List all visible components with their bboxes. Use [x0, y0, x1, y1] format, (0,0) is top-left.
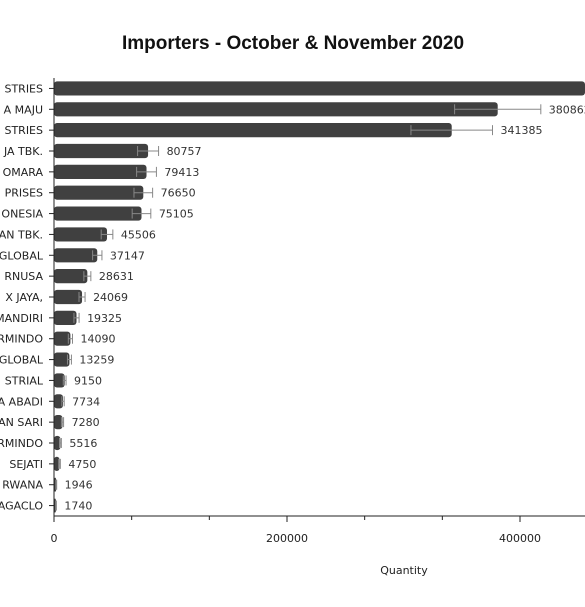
value-label: 76650 [161, 187, 196, 200]
value-label: 7734 [72, 395, 100, 408]
bar [54, 81, 585, 96]
category-label: MANDIRI [0, 312, 43, 325]
bar [54, 394, 64, 409]
bar [54, 206, 142, 221]
category-label: GLOBAL [0, 249, 44, 262]
bar [54, 102, 498, 117]
value-label: 7280 [72, 416, 100, 429]
value-label: 341385 [500, 124, 542, 137]
value-label: 80757 [167, 145, 202, 158]
value-label: 9150 [74, 374, 102, 387]
category-label: AN TBK. [0, 228, 43, 241]
x-axis-label: Quantity [380, 564, 428, 577]
bar [54, 248, 98, 263]
category-label: RMINDO [0, 437, 43, 450]
value-label: 1740 [64, 500, 92, 513]
value-label: 1946 [65, 479, 93, 492]
category-label: RNUSA [4, 270, 43, 283]
value-label: 19325 [87, 312, 122, 325]
x-tick-label: 0 [51, 532, 58, 545]
value-label: 75105 [159, 208, 194, 221]
value-label: 45506 [121, 228, 156, 241]
bar [54, 435, 61, 451]
bar [54, 289, 83, 305]
value-label: 14090 [81, 333, 116, 346]
bar [54, 373, 65, 388]
bar [54, 123, 452, 138]
value-label: 380862 [549, 103, 585, 116]
bar [54, 269, 88, 284]
x-tick-label: 400000 [499, 532, 541, 545]
axes-layer: STRIES A MAJU STRIES JA TBK. OMARA PRISES ONES… [0, 78, 585, 545]
bar [54, 331, 71, 346]
category-label: PRISES [5, 187, 43, 200]
value-label: 79413 [164, 166, 199, 179]
bar [54, 227, 108, 242]
category-label: GLOBAL [0, 354, 44, 367]
category-label: RMINDO [0, 333, 43, 346]
bar [54, 143, 149, 159]
bar [54, 456, 60, 471]
value-label: 13259 [79, 354, 114, 367]
category-label: ONESIA [1, 208, 43, 221]
category-label: X JAYA, [5, 291, 43, 304]
x-tick-label: 200000 [266, 532, 308, 545]
category-label: A MAJU [4, 103, 43, 116]
value-label: 28631 [99, 270, 134, 283]
category-label: SEJATI [9, 458, 43, 471]
value-label: 5516 [69, 437, 97, 450]
category-label: AGACLO [0, 500, 43, 513]
bar [54, 352, 70, 367]
value-label: 4750 [68, 458, 96, 471]
bar [54, 164, 147, 179]
chart-title: Importers - October & November 2020 [122, 33, 464, 54]
value-label: 24069 [93, 291, 128, 304]
category-label: STRIES [4, 124, 43, 137]
category-label: RWANA [2, 479, 43, 492]
category-label: OMARA [3, 166, 44, 179]
category-label: AN SARI [0, 416, 43, 429]
bar [54, 310, 77, 325]
category-label: JA TBK. [3, 145, 43, 158]
category-label: STRIES [4, 82, 43, 95]
category-label: STRIAL [5, 374, 44, 387]
bar [54, 185, 144, 200]
category-label: A ABADI [0, 395, 43, 408]
bar [54, 415, 63, 430]
value-label: 37147 [110, 249, 145, 262]
